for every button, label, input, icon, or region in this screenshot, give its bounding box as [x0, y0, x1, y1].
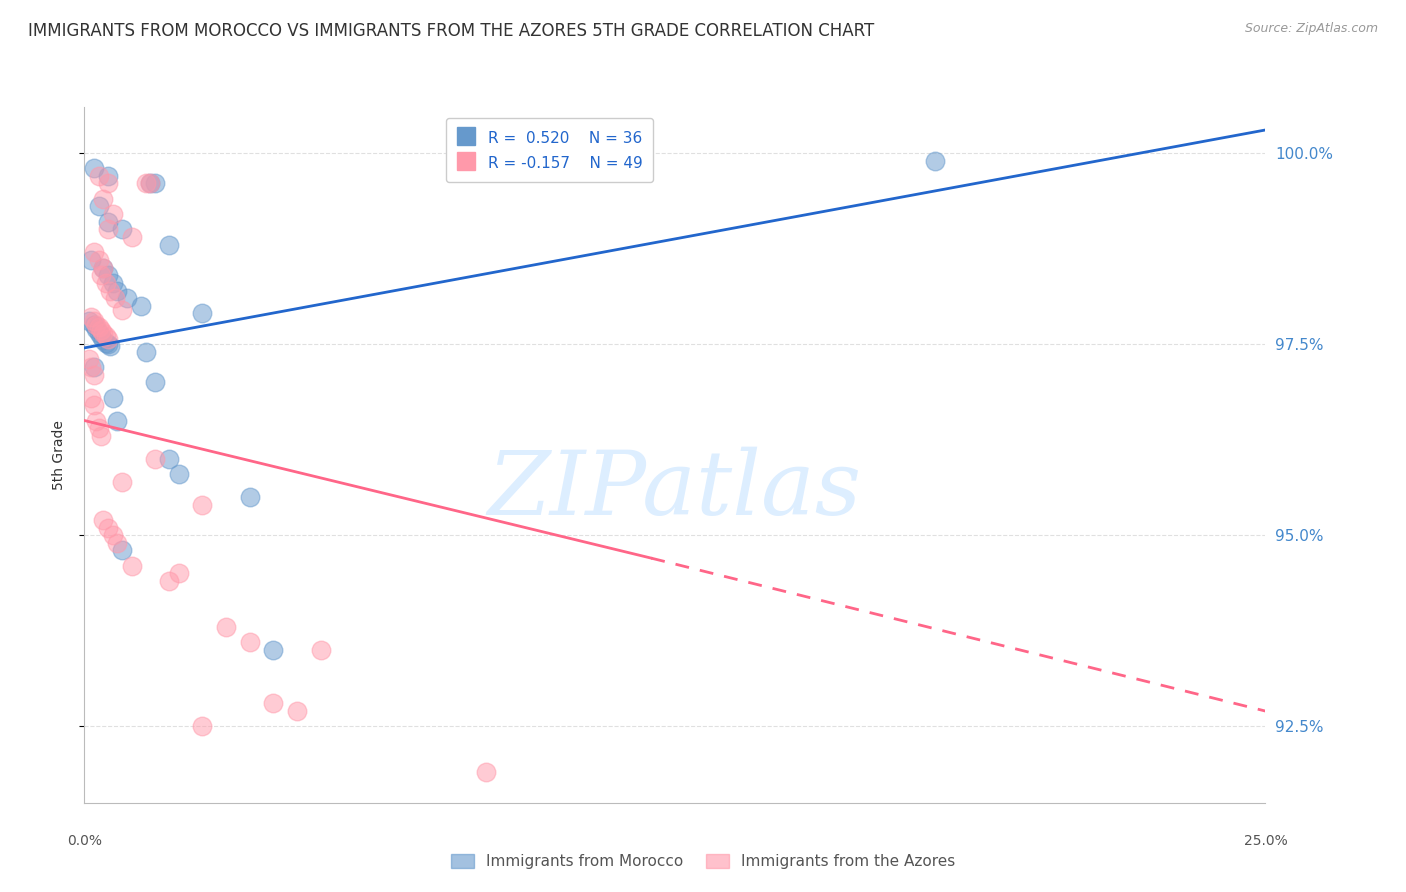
Point: [90, 329, 112, 343]
Point: [111, 475, 134, 489]
Point: [97, 268, 120, 283]
Point: [143, 376, 166, 390]
Point: [97, 222, 120, 236]
Point: [215, 620, 238, 634]
Y-axis label: 5th Grade: 5th Grade: [52, 420, 66, 490]
Point: [143, 451, 166, 466]
Point: [83, 245, 105, 260]
Point: [191, 719, 214, 733]
Point: [191, 306, 214, 320]
Point: [97, 169, 120, 183]
Point: [262, 643, 284, 657]
Point: [87, 320, 110, 334]
Point: [90, 268, 112, 283]
Point: [98, 338, 121, 352]
Point: [77, 352, 100, 367]
Point: [83, 314, 105, 328]
Point: [143, 177, 166, 191]
Point: [101, 391, 124, 405]
Point: [101, 276, 124, 290]
Point: [97, 333, 120, 347]
Point: [104, 291, 127, 305]
Point: [87, 252, 110, 267]
Point: [84, 322, 107, 336]
Point: [157, 574, 180, 588]
Point: [129, 299, 152, 313]
Point: [83, 161, 105, 176]
Point: [87, 421, 110, 435]
Point: [309, 643, 332, 657]
Point: [98, 284, 121, 298]
Point: [90, 429, 112, 443]
Point: [239, 490, 262, 504]
Point: [101, 528, 124, 542]
Point: [139, 177, 162, 191]
Point: [87, 326, 110, 340]
Point: [135, 177, 157, 191]
Point: [97, 215, 120, 229]
Point: [167, 566, 190, 581]
Text: 25.0%: 25.0%: [1243, 834, 1288, 848]
Point: [239, 635, 262, 649]
Point: [80, 310, 103, 325]
Legend: Immigrants from Morocco, Immigrants from the Azores: Immigrants from Morocco, Immigrants from…: [444, 848, 962, 875]
Point: [107, 284, 129, 298]
Point: [83, 398, 105, 412]
Text: 0.0%: 0.0%: [67, 834, 101, 848]
Point: [107, 536, 129, 550]
Point: [91, 333, 114, 347]
Point: [191, 498, 214, 512]
Point: [87, 199, 110, 213]
Point: [97, 337, 120, 351]
Point: [77, 314, 100, 328]
Text: IMMIGRANTS FROM MOROCCO VS IMMIGRANTS FROM THE AZORES 5TH GRADE CORRELATION CHAR: IMMIGRANTS FROM MOROCCO VS IMMIGRANTS FR…: [28, 22, 875, 40]
Point: [475, 765, 498, 780]
Point: [157, 451, 180, 466]
Point: [111, 302, 134, 317]
Point: [121, 230, 143, 244]
Point: [97, 520, 120, 534]
Point: [111, 222, 134, 236]
Point: [107, 413, 129, 427]
Point: [91, 326, 114, 341]
Point: [91, 192, 114, 206]
Point: [167, 467, 190, 481]
Point: [121, 558, 143, 573]
Legend: R =  0.520    N = 36, R = -0.157    N = 49: R = 0.520 N = 36, R = -0.157 N = 49: [446, 118, 652, 183]
Point: [94, 276, 117, 290]
Point: [157, 237, 180, 252]
Point: [83, 368, 105, 382]
Point: [84, 413, 107, 427]
Point: [84, 318, 107, 332]
Text: Source: ZipAtlas.com: Source: ZipAtlas.com: [1244, 22, 1378, 36]
Point: [135, 344, 157, 359]
Point: [80, 391, 103, 405]
Point: [94, 335, 117, 350]
Point: [262, 697, 284, 711]
Point: [924, 153, 946, 168]
Point: [101, 207, 124, 221]
Point: [91, 513, 114, 527]
Point: [80, 359, 103, 374]
Point: [80, 252, 103, 267]
Point: [97, 177, 120, 191]
Point: [139, 177, 162, 191]
Point: [90, 323, 112, 337]
Point: [87, 169, 110, 183]
Point: [83, 359, 105, 374]
Point: [285, 704, 308, 718]
Point: [111, 543, 134, 558]
Text: ZIPatlas: ZIPatlas: [488, 446, 862, 533]
Point: [83, 318, 105, 332]
Point: [115, 291, 138, 305]
Point: [91, 260, 114, 275]
Point: [91, 260, 114, 275]
Point: [94, 329, 117, 343]
